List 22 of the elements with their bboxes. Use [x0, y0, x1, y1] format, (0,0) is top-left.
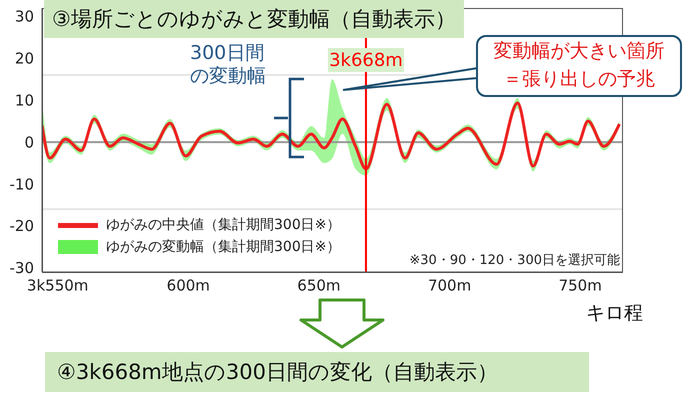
x-tick-label: 3k550m [26, 276, 88, 295]
chart-title: ③場所ごとのゆがみと変動幅（自動表示） [44, 0, 464, 38]
y-tick-label: 10 [14, 92, 34, 110]
annotation: ※30・90・120・300日を選択可能 [408, 252, 620, 269]
y-tick-label: 30 [14, 8, 34, 26]
y-tick-label: -20 [10, 217, 34, 236]
x-tick-label: 700m [428, 276, 472, 295]
y-tick-label: 20 [14, 50, 34, 68]
y-tick-label: -10 [10, 175, 34, 194]
text: ④3k668m地点の300日間の変化（自動表示） [45, 352, 589, 392]
y-tick-label: -30 [10, 259, 34, 278]
annotation: ゆがみの変動幅（集計期間300日※） [106, 238, 340, 256]
annotation: 300日間の変動幅 [190, 42, 267, 88]
x-tick-label: 600m [166, 276, 210, 295]
ref-line-label: 3k668m [329, 50, 403, 71]
legend-label: ゆがみの中央値（集計期間300日※） [106, 216, 340, 234]
annotation: 変動幅が大きい箇所＝張り出しの予兆 [492, 39, 666, 92]
y-tick-label: 0 [24, 133, 34, 152]
line-series [42, 102, 621, 170]
x-axis-title: キロ程 [586, 301, 643, 326]
x-tick-label: 650m [297, 276, 341, 295]
x-tick-label: 750m [558, 276, 602, 295]
